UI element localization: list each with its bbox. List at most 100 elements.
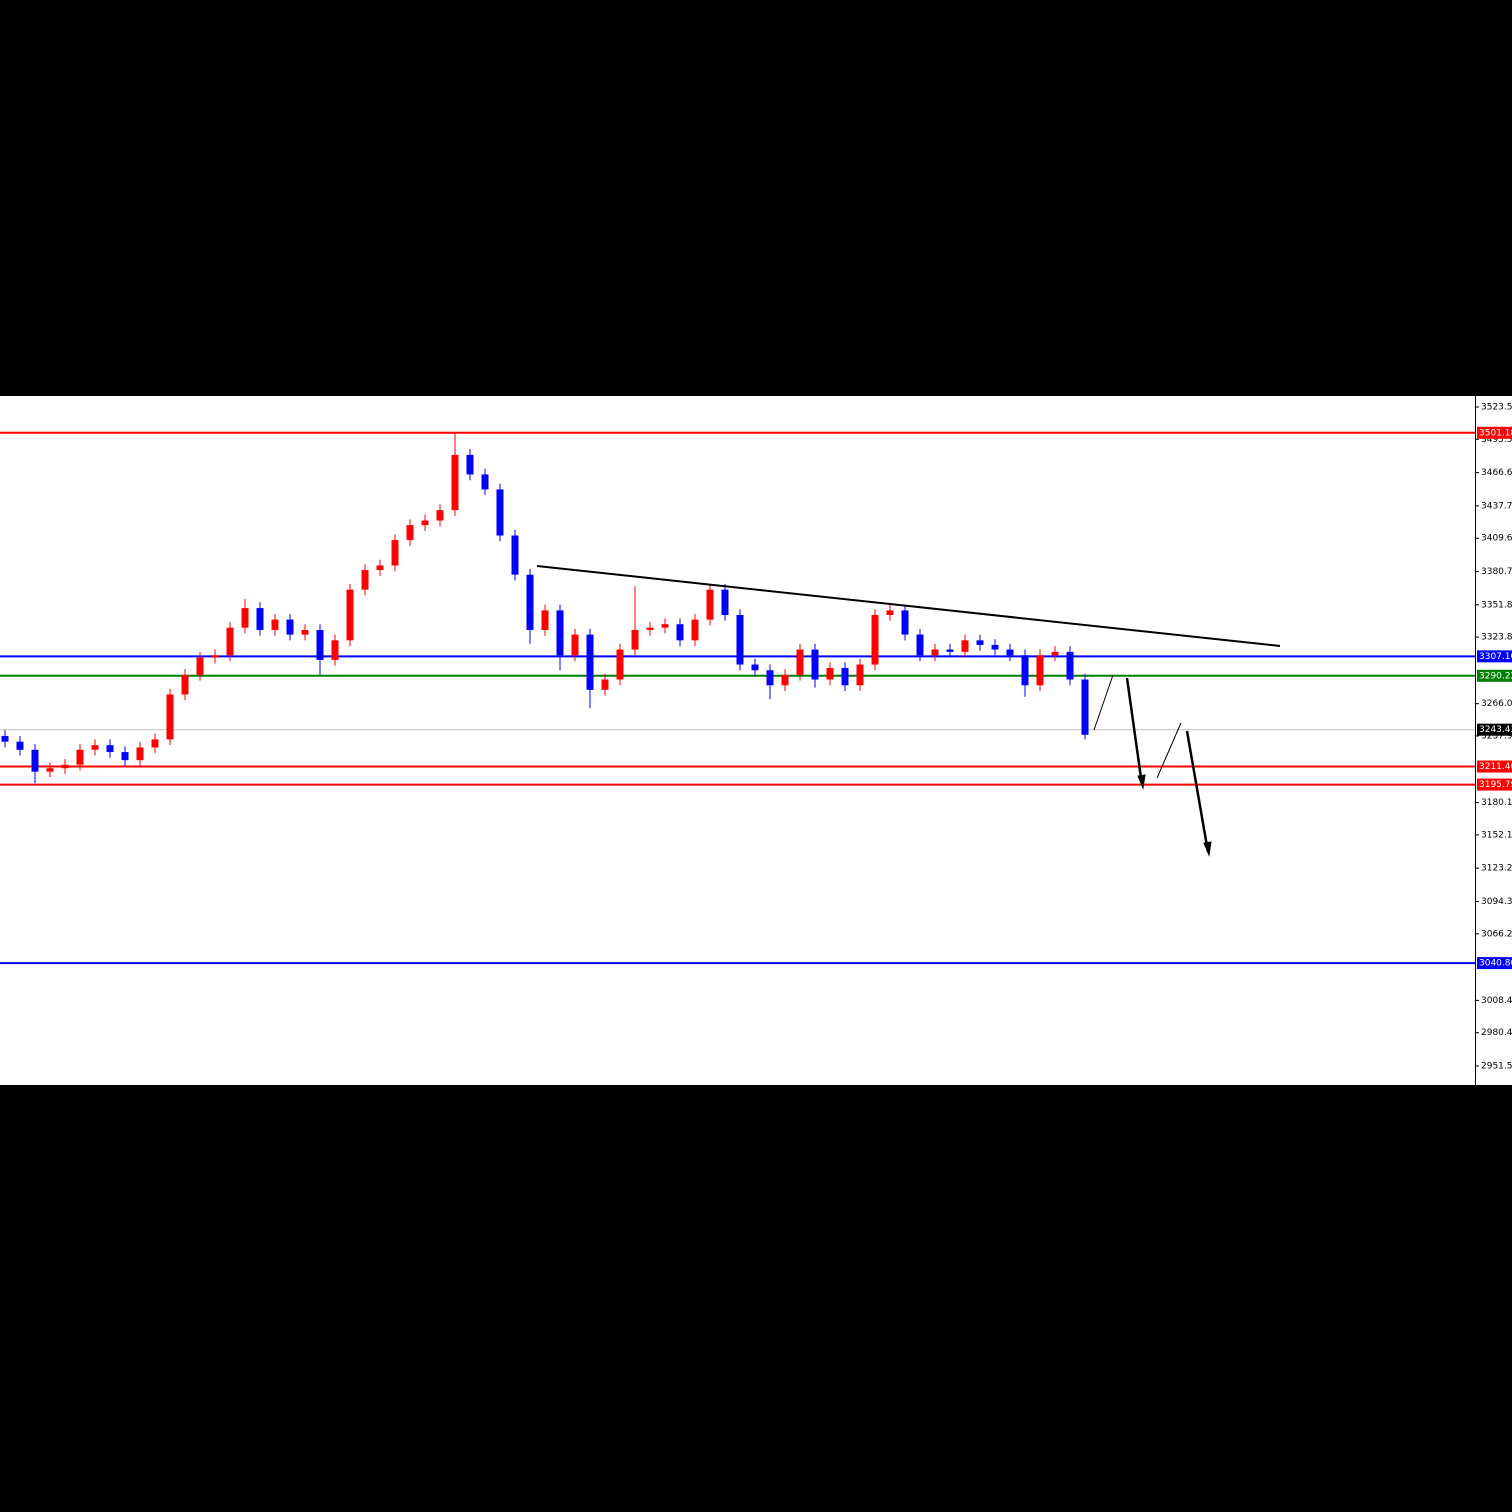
y-tick-label: 3495.50 xyxy=(1481,435,1512,445)
candle-body xyxy=(481,474,489,490)
candle-body xyxy=(16,741,24,750)
y-tick-label: 3066.25 xyxy=(1481,929,1512,939)
candle-body xyxy=(661,624,669,628)
level-tag xyxy=(1477,426,1512,439)
level-label: 3211.46 xyxy=(1479,762,1512,772)
candle-body xyxy=(571,634,579,656)
candle-body xyxy=(76,749,84,765)
level-tag xyxy=(1477,669,1512,682)
candle-body xyxy=(706,589,714,620)
candle-body xyxy=(676,624,684,641)
y-tick-label: 3094.30 xyxy=(1481,897,1512,907)
candle-body xyxy=(601,679,609,690)
y-tick-label: 3409.65 xyxy=(1481,534,1512,544)
candle-body xyxy=(586,634,594,690)
candle-body xyxy=(256,608,264,630)
candle-body xyxy=(1051,651,1059,656)
y-tick-label: 3123.20 xyxy=(1481,864,1512,874)
candle-body xyxy=(841,667,849,686)
candle-body xyxy=(526,574,534,630)
candle-body xyxy=(871,614,879,665)
projection-up xyxy=(1093,674,1114,731)
candle-body xyxy=(781,674,789,686)
candle-body xyxy=(646,627,654,630)
y-tick-label: 3437.70 xyxy=(1481,501,1512,511)
candle-body xyxy=(166,694,174,740)
candle-body xyxy=(451,454,459,511)
level-tag xyxy=(1477,760,1512,773)
candle-body xyxy=(811,649,819,680)
candle-body xyxy=(181,674,189,695)
candle-body xyxy=(556,610,564,656)
candle-body xyxy=(436,510,444,521)
candle-body xyxy=(1,735,9,742)
y-tick-label: 2951.50 xyxy=(1481,1061,1512,1071)
candle-body xyxy=(331,640,339,660)
y-tick-label: 2980.40 xyxy=(1481,1028,1512,1038)
y-tick-label: 3351.85 xyxy=(1481,600,1512,610)
candle-body xyxy=(106,745,114,753)
level-tag xyxy=(1477,778,1512,791)
y-tick-label: 3152.10 xyxy=(1481,830,1512,840)
level-tag xyxy=(1477,957,1512,970)
level-label: 3290.22 xyxy=(1479,671,1512,681)
candle-body xyxy=(691,619,699,641)
level-tag xyxy=(1477,650,1512,663)
candle-body xyxy=(196,657,204,675)
candle-body xyxy=(1066,651,1074,680)
candle-body xyxy=(466,454,474,475)
chart-background xyxy=(0,396,1512,1085)
candle-body xyxy=(121,752,129,761)
candle-body xyxy=(421,520,429,526)
y-tick-label: 3266.00 xyxy=(1481,699,1512,709)
candle-body xyxy=(1006,649,1014,656)
candle-body xyxy=(901,610,909,635)
candle-body xyxy=(301,629,309,635)
candle-body xyxy=(391,540,399,566)
drawings xyxy=(536,565,1281,857)
candle-body xyxy=(751,664,759,671)
y-tick-label: 3237.95 xyxy=(1481,732,1512,742)
candle-body xyxy=(241,608,249,628)
arrow-head xyxy=(1203,841,1212,857)
candle-body xyxy=(346,589,354,641)
price-axis: 3523.55 3495.50 3466.60 3437.70 3409.65 3380.… xyxy=(1475,403,1512,1071)
candle-body xyxy=(961,640,969,652)
candle-body xyxy=(991,644,999,650)
y-tick-label: 3523.55 xyxy=(1481,403,1512,413)
candle-body xyxy=(286,619,294,635)
candle-body xyxy=(406,525,414,541)
candle-body xyxy=(46,768,54,772)
candle-body xyxy=(856,664,864,686)
candles xyxy=(1,432,1089,784)
candle-body xyxy=(31,749,39,772)
y-tick-label: 3323.80 xyxy=(1481,633,1512,643)
candle-body xyxy=(226,627,234,656)
projection-down xyxy=(1125,677,1144,786)
level-label: 3307.10 xyxy=(1479,652,1512,662)
candle-body xyxy=(766,670,774,686)
candle-body xyxy=(736,614,744,665)
candle-body xyxy=(211,655,219,658)
trendline xyxy=(536,565,1281,647)
projection-down xyxy=(1185,730,1210,853)
candle-body xyxy=(946,649,954,652)
candle-body xyxy=(376,565,384,571)
candle-body xyxy=(1036,655,1044,686)
candle-body xyxy=(91,745,99,750)
candle-body xyxy=(916,634,924,656)
level-label: 3195.79 xyxy=(1479,780,1512,790)
candle-body xyxy=(151,739,159,748)
candle-body xyxy=(796,649,804,675)
y-tick-label: 3380.75 xyxy=(1481,567,1512,577)
candle-body xyxy=(511,535,519,575)
candle-body xyxy=(316,629,324,660)
candle-body xyxy=(361,570,369,590)
level-label: 3040.80 xyxy=(1479,959,1512,969)
candle-body xyxy=(931,649,939,656)
candle-body xyxy=(136,747,144,761)
candle-body xyxy=(271,619,279,630)
candle-body xyxy=(1081,679,1089,735)
arrow-head xyxy=(1137,774,1146,790)
